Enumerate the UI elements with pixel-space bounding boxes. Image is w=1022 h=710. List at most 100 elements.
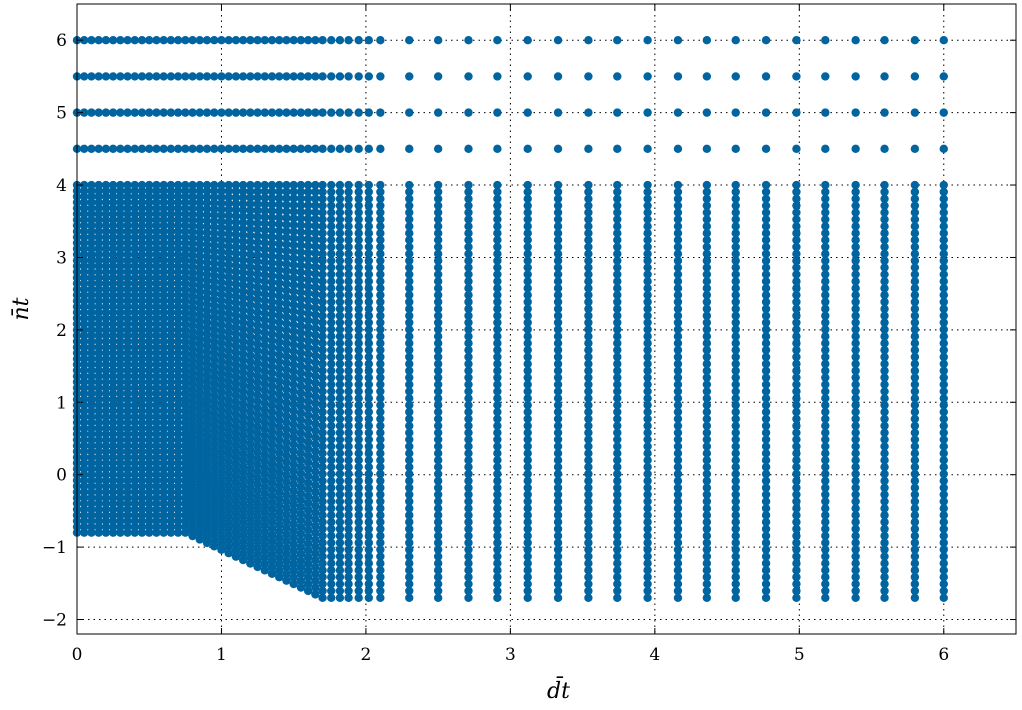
data-point (311, 385, 320, 394)
data-point (238, 224, 248, 233)
data-point (108, 360, 118, 369)
data-point (202, 371, 212, 381)
data-point (464, 352, 473, 362)
data-point (217, 405, 226, 415)
data-point (152, 447, 161, 456)
data-point (80, 144, 89, 154)
data-point (260, 501, 269, 511)
data-point (137, 383, 147, 392)
data-point (159, 279, 168, 288)
data-point (130, 464, 139, 474)
data-point (731, 228, 740, 238)
data-point (311, 399, 320, 408)
data-point (94, 435, 103, 445)
data-point (87, 516, 96, 526)
data-point (145, 227, 154, 236)
data-point (702, 339, 712, 348)
data-point (195, 275, 204, 284)
data-point (354, 228, 363, 238)
data-point (246, 250, 255, 259)
data-point (613, 586, 622, 596)
data-point (202, 473, 212, 482)
data-point (195, 269, 204, 278)
data-point (296, 415, 306, 425)
data-point (643, 421, 652, 431)
data-point (224, 108, 233, 117)
data-point (253, 422, 262, 432)
data-point (880, 421, 889, 431)
data-point (137, 470, 147, 479)
data-point (130, 337, 139, 346)
data-point (939, 284, 948, 293)
data-point (584, 490, 593, 499)
data-point (910, 277, 920, 286)
data-point (851, 511, 860, 520)
data-point (880, 559, 889, 568)
data-point (523, 428, 532, 437)
data-point (405, 290, 414, 300)
data-point (354, 428, 363, 437)
data-point (210, 355, 219, 364)
data-point (145, 186, 154, 196)
data-point (364, 456, 374, 465)
data-point (173, 250, 183, 259)
data-point (246, 332, 255, 341)
y-tick-label: −1 (42, 538, 67, 558)
data-point (327, 545, 336, 554)
data-point (159, 296, 168, 306)
data-point (311, 144, 320, 154)
data-point (731, 435, 740, 444)
data-point (87, 204, 96, 213)
data-point (166, 487, 176, 497)
data-point (354, 318, 363, 327)
data-point (202, 443, 212, 452)
data-point (303, 322, 313, 332)
data-point (94, 192, 103, 201)
data-point (376, 311, 385, 320)
data-point (166, 476, 176, 485)
data-point (910, 579, 920, 589)
data-point (493, 552, 502, 561)
data-point (210, 445, 219, 455)
data-point (792, 531, 801, 541)
data-point (364, 497, 374, 506)
data-point (910, 559, 920, 568)
data-point (303, 539, 313, 548)
data-point (910, 469, 920, 479)
data-point (939, 144, 948, 154)
data-point (238, 299, 248, 308)
data-point (159, 204, 168, 213)
data-point (231, 540, 241, 549)
data-point (731, 559, 740, 568)
data-point (761, 270, 771, 279)
data-point (613, 187, 622, 197)
data-point (238, 349, 248, 358)
data-point (523, 249, 532, 259)
data-point (116, 458, 125, 468)
data-point (584, 290, 593, 300)
data-point (821, 572, 830, 582)
data-point (553, 442, 563, 451)
data-point (145, 360, 154, 369)
data-point (238, 243, 248, 252)
data-point (145, 372, 154, 381)
data-point (376, 345, 385, 355)
data-point (910, 194, 920, 203)
data-point (195, 239, 204, 249)
data-point (613, 476, 622, 486)
data-point (702, 345, 712, 355)
data-point (108, 285, 118, 294)
data-point (137, 244, 147, 253)
data-point (821, 359, 830, 369)
data-point (311, 221, 320, 231)
data-point (464, 586, 473, 596)
data-point (231, 453, 241, 462)
data-point (731, 462, 740, 472)
data-point (761, 366, 771, 375)
data-point (335, 572, 345, 582)
data-point (318, 318, 327, 327)
data-point (303, 295, 313, 305)
data-point (123, 372, 132, 381)
data-point (224, 260, 233, 270)
data-point (464, 208, 473, 217)
